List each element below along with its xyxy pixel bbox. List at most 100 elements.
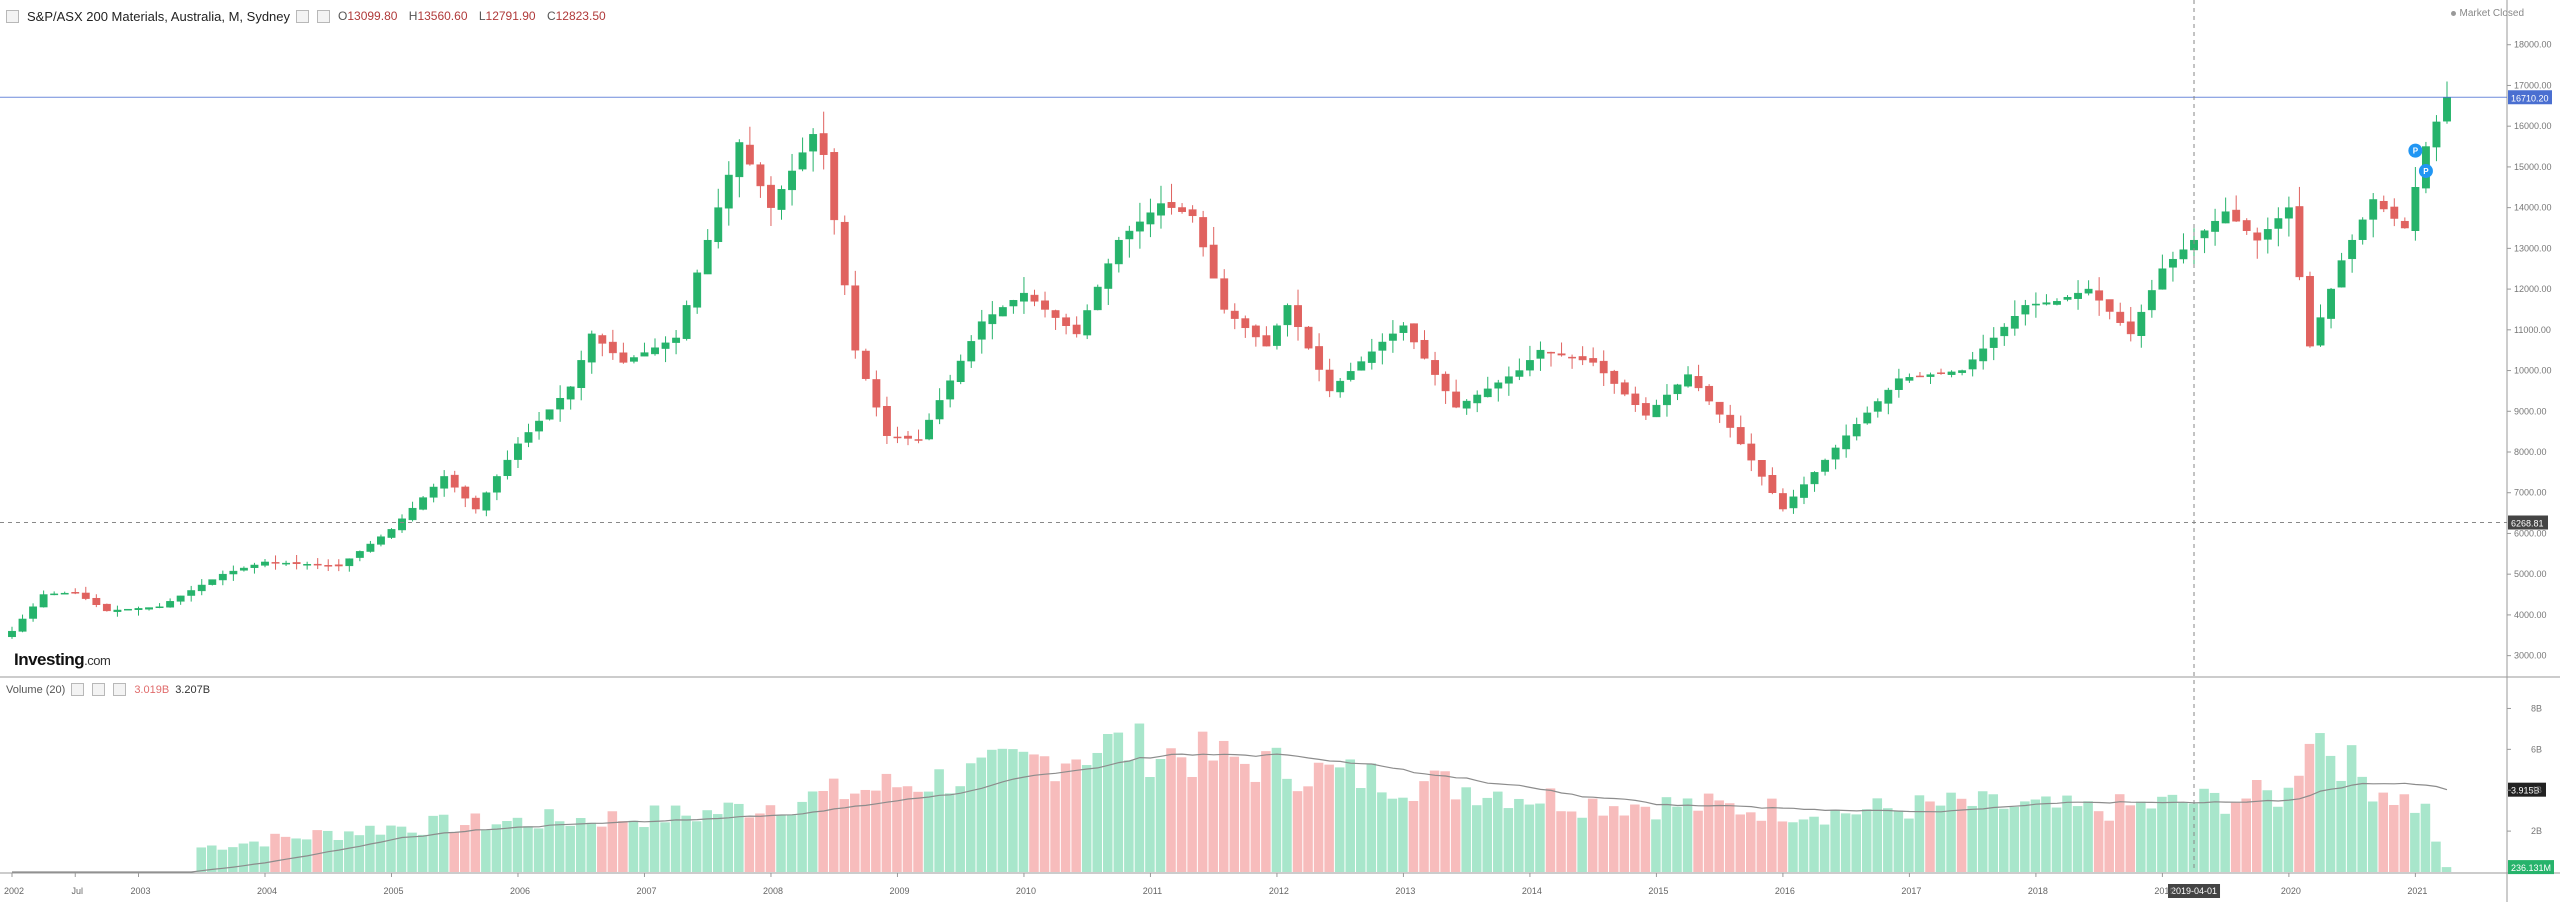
price-candles: [8, 81, 2451, 639]
candle-up: [377, 536, 385, 545]
candle-up: [1810, 472, 1819, 485]
volume-bar: [2093, 811, 2104, 872]
volume-bar: [533, 828, 544, 872]
volume-collapse-icon[interactable]: [71, 683, 85, 696]
candle-up: [1336, 380, 1345, 393]
candle-up: [2042, 302, 2051, 305]
volume-bar: [1640, 806, 1651, 872]
last-volume-badge-label: 236.131M: [2511, 863, 2551, 873]
volume-bar: [1124, 760, 1134, 872]
candle-down: [893, 436, 902, 439]
volume-tick-label: 2B: [2531, 826, 2542, 836]
volume-bar: [1788, 822, 1798, 872]
candle-down: [292, 562, 301, 564]
candle-down: [1441, 373, 1450, 392]
event-marker-icon[interactable]: [2418, 163, 2433, 178]
volume-bar: [1018, 751, 1029, 872]
volume-bar: [1440, 771, 1450, 872]
volume-bar: [207, 845, 217, 872]
candle-up: [1842, 435, 1851, 450]
event-marker-icon[interactable]: [2408, 143, 2423, 158]
volume-close-icon[interactable]: [113, 683, 127, 696]
volume-bar: [291, 838, 301, 872]
chart-header: S&P/ASX 200 Materials, Australia, M, Syd…: [6, 6, 614, 26]
candle-down: [1610, 370, 1619, 384]
candle-up: [303, 564, 312, 566]
volume-bar: [1461, 787, 1471, 872]
volume-bar: [723, 802, 734, 872]
volume-bar: [2294, 775, 2304, 872]
time-tick-label: 2020: [2281, 886, 2301, 896]
volume-bar: [270, 833, 280, 872]
volume-tick-label: 6B: [2531, 744, 2542, 754]
candle-up: [197, 584, 206, 592]
candle-down: [1431, 360, 1439, 375]
volume-bar: [575, 818, 586, 872]
candle-up: [282, 562, 291, 565]
volume-bar: [1999, 808, 2009, 872]
candle-up: [2358, 219, 2367, 240]
high-label: H: [408, 9, 418, 23]
candle-up: [503, 459, 512, 477]
volume-bar: [1619, 815, 1630, 872]
volume-bar: [1398, 797, 1408, 872]
volume-settings-icon[interactable]: [92, 683, 106, 696]
close-icon[interactable]: [317, 9, 331, 23]
candle-down: [1325, 369, 1334, 392]
volume-bar: [407, 832, 417, 872]
candle-down: [2400, 220, 2409, 229]
candle-down: [2379, 200, 2388, 210]
settings-icon[interactable]: [296, 9, 310, 23]
volume-bar: [1345, 759, 1355, 872]
volume-bar: [691, 821, 702, 872]
candle-up: [1947, 371, 1956, 375]
candle-down: [334, 564, 343, 567]
candle-up: [492, 476, 501, 493]
candle-up: [2147, 290, 2156, 311]
volume-bar: [1103, 734, 1113, 872]
candle-up: [1378, 341, 1387, 351]
volume-bar: [354, 835, 365, 872]
volume-bar: [597, 826, 607, 872]
candle-up: [113, 609, 122, 612]
candle-up: [1114, 239, 1123, 265]
candle-down: [1557, 353, 1566, 356]
time-tick-label: 2003: [130, 886, 150, 896]
volume-bar: [1187, 776, 1197, 872]
volume-bar: [2230, 802, 2241, 872]
candle-up: [355, 551, 364, 558]
volume-bar: [1092, 752, 1103, 872]
volume-bar: [1566, 811, 1577, 872]
candle-up: [1652, 404, 1661, 418]
volume-bar: [312, 830, 322, 872]
candle-up: [1852, 424, 1861, 437]
candle-down: [1410, 323, 1418, 343]
candle-down: [872, 379, 881, 408]
volume-bar: [1419, 781, 1429, 872]
candle-up: [1283, 305, 1292, 326]
price-tick-label: 8000.00: [2514, 447, 2547, 457]
volume-bar: [1282, 778, 1292, 872]
candle-down: [1199, 217, 1208, 248]
candle-up: [2274, 218, 2283, 229]
volume-bar: [365, 825, 375, 872]
volume-bar: [2146, 808, 2157, 872]
price-tick-label: 5000.00: [2514, 569, 2547, 579]
candle-up: [1821, 459, 1830, 472]
volume-bar: [2378, 792, 2389, 872]
candle-up: [1473, 394, 1482, 404]
volume-bar: [987, 749, 997, 872]
event-marker-label: P: [2423, 167, 2429, 176]
candle-down: [1937, 372, 1945, 374]
volume-bar: [1809, 816, 1819, 872]
candle-down: [1072, 324, 1081, 335]
candle-up: [345, 558, 354, 567]
candle-down: [1241, 318, 1250, 329]
collapse-icon[interactable]: [6, 9, 19, 23]
candle-up: [629, 357, 638, 362]
volume-bar: [2410, 812, 2420, 872]
candle-up: [703, 239, 712, 275]
volume-bar: [934, 769, 944, 872]
